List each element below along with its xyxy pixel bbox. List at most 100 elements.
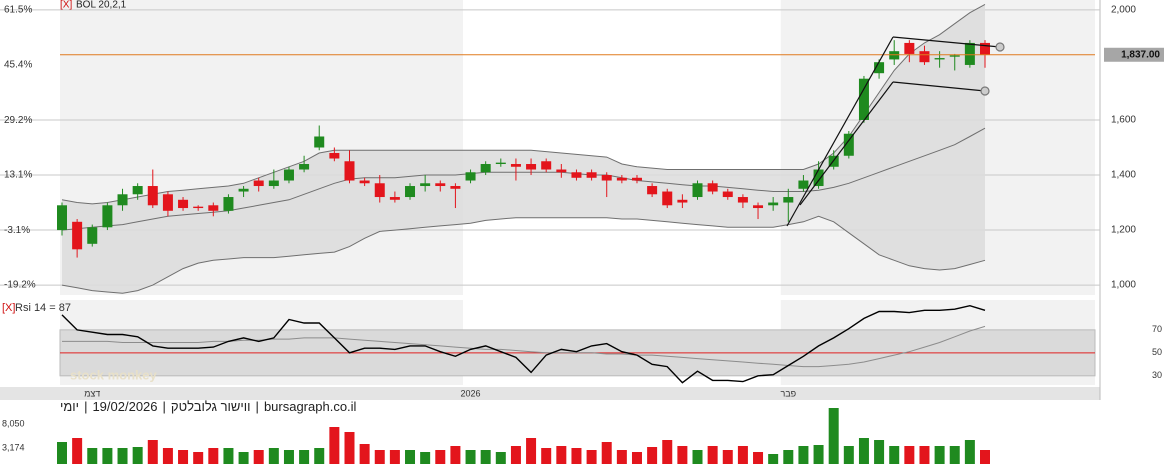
candle-body xyxy=(919,51,930,63)
volume-bar xyxy=(72,438,83,464)
candle-body xyxy=(420,183,431,187)
candle-body xyxy=(132,186,143,195)
volume-bar xyxy=(616,450,627,464)
candle-body xyxy=(526,164,537,170)
candle-body xyxy=(162,194,173,211)
caption-part: 19/02/2026 xyxy=(92,399,158,414)
caption-part: | xyxy=(162,399,166,414)
y-tick-label: 1,400 xyxy=(1111,170,1136,181)
volume-tick-label: 3,174 xyxy=(2,443,25,453)
volume-bar xyxy=(223,448,234,464)
volume-bar xyxy=(389,450,400,464)
candle-body xyxy=(480,164,491,173)
volume-bar xyxy=(949,446,960,464)
x-tick-label: 2026 xyxy=(461,388,481,398)
chart-caption: יומי | 19/02/2026 | ווישור גלובלטק | bursagrap… xyxy=(60,399,356,414)
rsi-tick-label: 30 xyxy=(1152,370,1162,380)
caption-part: | xyxy=(84,399,88,414)
volume-bar xyxy=(707,446,718,464)
rsi-tick-label: 50 xyxy=(1152,347,1162,357)
candle-body xyxy=(314,136,325,148)
volume-bar xyxy=(858,438,869,464)
remove-indicator[interactable]: [X] xyxy=(60,0,72,11)
candle-body xyxy=(677,199,688,203)
candle-body xyxy=(934,58,945,60)
volume-bar xyxy=(526,438,537,464)
volume-bar xyxy=(420,452,431,464)
candle-body xyxy=(72,221,83,250)
candle-body xyxy=(753,205,764,209)
candle-body xyxy=(178,199,189,209)
candle-body xyxy=(208,205,219,211)
candle-body xyxy=(223,197,234,211)
volume-bar xyxy=(147,440,158,464)
volume-bar xyxy=(919,446,930,464)
candle-body xyxy=(980,42,990,55)
last-price-label: 1,837.00 xyxy=(1121,49,1160,60)
volume-bar xyxy=(374,450,385,464)
volume-bar xyxy=(783,450,794,464)
volume-bar xyxy=(344,432,355,464)
volume-bar xyxy=(828,408,839,464)
volume-bar xyxy=(132,447,143,464)
candle-body xyxy=(631,177,642,181)
candle-body xyxy=(904,42,915,54)
candle-body xyxy=(495,162,506,165)
candle-body xyxy=(601,175,612,181)
channel-line xyxy=(892,81,986,92)
caption-part: | xyxy=(255,399,259,414)
handle[interactable] xyxy=(980,86,990,96)
candle-body xyxy=(586,172,597,178)
candle-body xyxy=(874,62,885,74)
volume-bar xyxy=(980,450,990,464)
volume-bar xyxy=(889,446,900,464)
volume-bar xyxy=(193,452,204,464)
handle[interactable] xyxy=(995,42,1005,52)
volume-bar xyxy=(677,446,688,464)
volume-bar xyxy=(874,440,885,464)
volume-bar xyxy=(753,452,764,464)
candle-body xyxy=(768,202,779,206)
candle-body xyxy=(843,133,854,156)
candle-body xyxy=(949,55,960,57)
volume-bar xyxy=(450,446,461,464)
last-price-box xyxy=(1104,47,1164,62)
candle-body xyxy=(798,180,809,189)
volume-bar xyxy=(510,446,521,464)
volume-bar xyxy=(162,448,173,464)
volume-bar xyxy=(601,442,612,464)
volume-bar xyxy=(465,450,476,464)
volume-bar xyxy=(329,427,340,464)
y2-tick-label: 61.5% xyxy=(4,5,32,16)
volume-bar xyxy=(964,440,975,464)
y2-tick-label: -3.1% xyxy=(4,225,30,236)
band-line xyxy=(61,127,986,231)
candle-body xyxy=(692,183,703,198)
candle-body xyxy=(647,186,658,195)
volume-bar xyxy=(87,448,98,464)
y-tick-label: 1,000 xyxy=(1111,280,1136,291)
volume-bar xyxy=(722,450,733,464)
candle-body xyxy=(283,169,294,181)
candle-body xyxy=(510,164,521,167)
channel-line xyxy=(892,36,1001,48)
remove-indicator[interactable]: [X] xyxy=(2,302,15,314)
y-tick-label: 1,600 xyxy=(1111,115,1136,126)
volume-bar xyxy=(314,448,325,464)
volume-tick-label: 8,050 xyxy=(2,418,25,428)
volume-bar xyxy=(541,448,552,464)
drawn-annotations xyxy=(786,36,1005,227)
volume-bar xyxy=(904,446,915,464)
indicator-label: BOL 20,2,1 xyxy=(76,0,127,11)
candle-body xyxy=(783,197,794,203)
candle-body xyxy=(374,183,385,198)
candle-body xyxy=(344,161,355,181)
volume-bar xyxy=(299,450,310,464)
volume-bar xyxy=(117,448,128,464)
candle-body xyxy=(964,42,975,65)
candle-body xyxy=(299,164,310,170)
caption-part: bursagraph.co.il xyxy=(263,399,357,414)
y-tick-label: 1,200 xyxy=(1111,225,1136,236)
caption-part: יומי xyxy=(60,399,80,414)
candle-body xyxy=(359,180,370,184)
